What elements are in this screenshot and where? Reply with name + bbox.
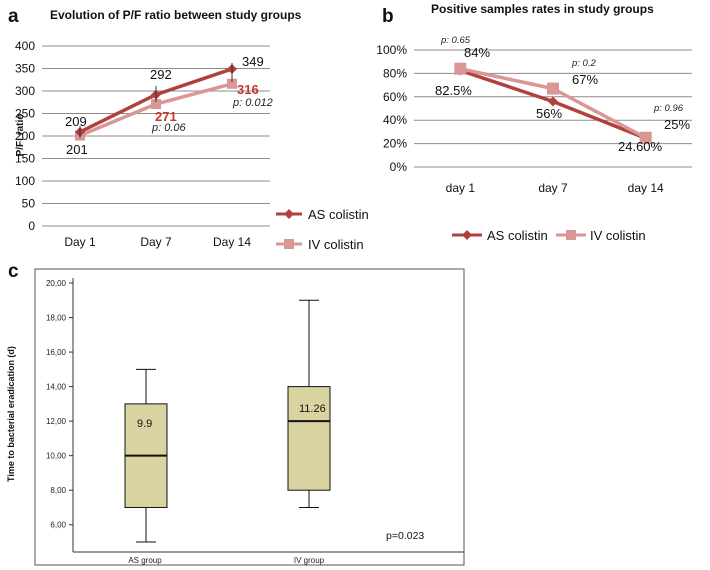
y-tick-label: 60% (383, 90, 407, 104)
panel-c-ylabel: Time to bacterial eradication (d) (6, 346, 16, 482)
panel-c-boxes (124, 299, 331, 543)
y-tick-label: 18,00 (46, 314, 67, 323)
y-tick-label: 40% (383, 113, 407, 127)
box-iv (287, 386, 331, 491)
panel-a-label-as-day14: 349 (242, 54, 264, 69)
x-tick-label: Day 7 (140, 235, 172, 249)
panel-a-ylabel: P/Fi ratio (15, 114, 26, 157)
legend-marker-as (462, 230, 472, 240)
y-tick-label: 150 (15, 152, 35, 166)
y-tick-label: 200 (15, 129, 35, 143)
panel-b-label-as-day7: 56% (536, 106, 562, 121)
y-tick-label: 300 (15, 84, 35, 98)
y-tick-label: 0 (28, 219, 35, 233)
panel-a-x-ticks: Day 1 Day 7 Day 14 (64, 235, 251, 249)
panel-a: a Evolution of P/F ratio between study g… (8, 6, 369, 252)
legend-marker-iv (566, 230, 576, 240)
y-tick-label: 12,00 (46, 417, 67, 426)
panel-b-label-as-day1: 82.5% (435, 83, 472, 98)
y-tick-label: 350 (15, 62, 35, 76)
y-tick-label: 0% (390, 160, 408, 174)
panel-c-letter: c (8, 261, 19, 282)
panel-b-letter: b (382, 6, 394, 27)
panel-c-y-ticks: 6,00 8,00 10,00 12,00 14,00 16,00 18,00 20,00 (46, 279, 73, 530)
x-tick-label: day 7 (538, 181, 568, 195)
y-tick-label: 6,00 (50, 521, 66, 530)
panel-a-label-iv-day7: 271 (155, 109, 177, 124)
panel-a-legend: AS colistin IV colistin (276, 207, 369, 252)
data-point-iv (639, 131, 652, 144)
panel-c-xtick-as: AS group (128, 556, 162, 565)
x-tick-label: day 1 (446, 181, 476, 195)
panel-c-pvalue: p=0.023 (386, 530, 424, 542)
x-tick-label: day 14 (628, 181, 664, 195)
data-point-as (548, 96, 558, 107)
panel-b-series (454, 62, 652, 144)
panel-a-legend-iv: IV colistin (308, 237, 364, 252)
panel-a-pvalue-day14: p: 0.012 (232, 97, 273, 109)
panel-a-legend-as: AS colistin (308, 207, 369, 222)
y-tick-label: 10,00 (46, 452, 67, 461)
x-tick-label: Day 14 (213, 235, 251, 249)
panel-c: c Time to bacterial eradication (d) 6,00… (6, 261, 465, 566)
y-tick-label: 100% (376, 43, 407, 57)
y-tick-label: 250 (15, 107, 35, 121)
panel-b-legend-iv: IV colistin (590, 228, 646, 243)
y-tick-label: 400 (15, 39, 35, 53)
data-point-iv (227, 78, 237, 89)
panel-c-xtick-iv: IV group (294, 556, 325, 565)
panel-b-label-iv-day1: 84% (464, 45, 490, 60)
y-tick-label: 8,00 (50, 486, 66, 495)
legend-marker-as (284, 209, 294, 219)
data-point-iv (454, 62, 467, 75)
y-tick-label: 80% (383, 66, 407, 80)
panel-c-mean-as: 9.9 (137, 418, 152, 430)
panel-b-x-ticks: day 1 day 7 day 14 (446, 181, 664, 195)
panel-a-series (75, 63, 237, 141)
data-point-iv (151, 99, 161, 110)
panel-b-y-ticks: 0% 20% 40% 60% 80% 100% (376, 43, 407, 174)
panel-c-mean-iv: 11.26 (299, 403, 326, 415)
panel-b-title: Positive samples rates in study groups (431, 2, 654, 16)
panel-a-label-iv-day1: 201 (66, 142, 88, 157)
panel-a-title: Evolution of P/F ratio between study gro… (50, 8, 302, 22)
y-tick-label: 20% (383, 137, 407, 151)
panel-c-frame (34, 268, 465, 566)
panel-b: b Positive samples rates in study groups… (376, 2, 692, 243)
panel-b-pvalue-day7: p: 0.2 (571, 58, 596, 69)
panel-a-y-ticks: 0 50 100 150 200 250 300 350 400 (15, 39, 35, 233)
legend-marker-iv (284, 239, 294, 249)
y-tick-label: 50 (22, 197, 36, 211)
panel-b-legend-as: AS colistin (487, 228, 548, 243)
y-tick-label: 20,00 (46, 279, 67, 288)
panel-b-label-iv-day7: 67% (572, 72, 598, 87)
panel-b-pvalue-day14: p: 0.96 (653, 103, 684, 114)
panel-b-pvalue-day1: p: 0.65 (440, 35, 471, 46)
panel-b-label-as-day14: 24.60% (618, 139, 663, 154)
y-tick-label: 14,00 (46, 383, 67, 392)
panel-a-pvalue-day7: p: 0.06 (151, 122, 187, 134)
data-point-iv (547, 82, 559, 95)
x-tick-label: Day 1 (64, 235, 96, 249)
panel-b-legend: AS colistin IV colistin (452, 228, 646, 243)
y-tick-label: 16,00 (46, 348, 67, 357)
panel-b-label-iv-day14: 25% (664, 117, 690, 132)
panel-a-label-as-day7: 292 (150, 67, 172, 82)
panel-a-label-as-day1: 209 (65, 114, 87, 129)
panel-a-label-iv-day14: 316 (237, 82, 259, 97)
y-tick-label: 100 (15, 174, 35, 188)
panel-a-letter: a (8, 6, 19, 27)
